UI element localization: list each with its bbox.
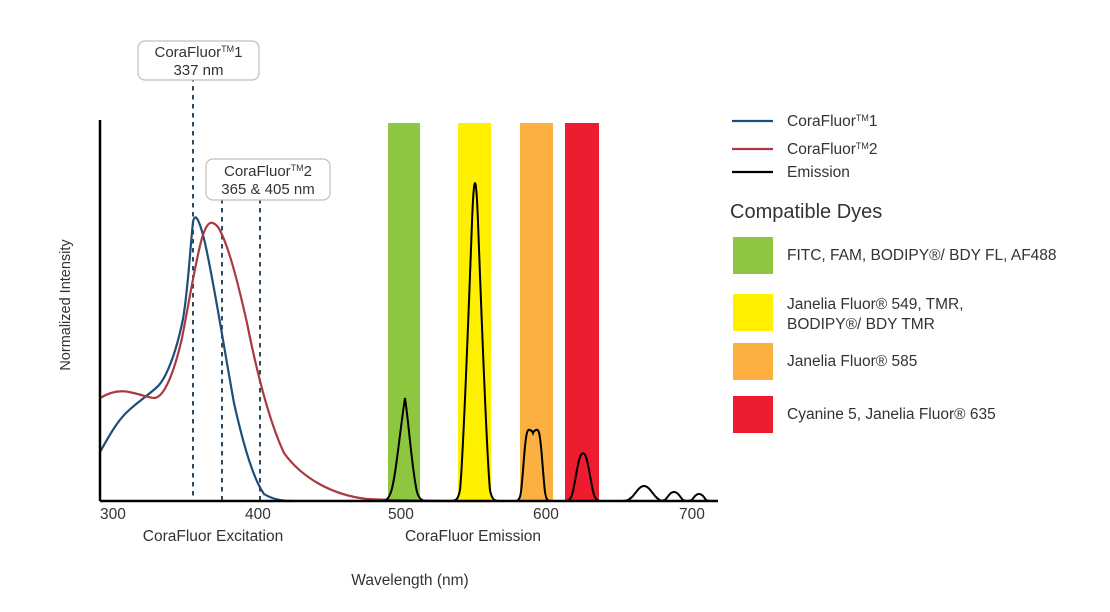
svg-text:Janelia Fluor® 549, TMR,: Janelia Fluor® 549, TMR, [787, 296, 964, 313]
svg-text:CoraFluor Emission: CoraFluor Emission [405, 528, 541, 545]
svg-text:Emission: Emission [787, 164, 850, 181]
svg-text:365 & 405 nm: 365 & 405 nm [221, 181, 314, 198]
svg-text:CoraFluor Excitation: CoraFluor Excitation [143, 528, 283, 545]
svg-text:Janelia Fluor® 585: Janelia Fluor® 585 [787, 353, 917, 370]
svg-text:CoraFluorTM1: CoraFluorTM1 [787, 113, 878, 130]
svg-text:CoraFluorTM2: CoraFluorTM2 [787, 141, 878, 158]
svg-text:500: 500 [388, 506, 414, 523]
svg-text:300: 300 [100, 506, 126, 523]
svg-text:BODIPY®/ BDY TMR: BODIPY®/ BDY TMR [787, 316, 935, 333]
svg-text:Normalized Intensity: Normalized Intensity [58, 239, 74, 371]
svg-text:400: 400 [245, 506, 271, 523]
svg-text:Wavelength (nm): Wavelength (nm) [351, 572, 468, 589]
svg-text:FITC, FAM, BODIPY®/ BDY FL, AF: FITC, FAM, BODIPY®/ BDY FL, AF488 [787, 247, 1057, 264]
svg-text:600: 600 [533, 506, 559, 523]
svg-text:Compatible Dyes: Compatible Dyes [730, 201, 882, 223]
svg-text:700: 700 [679, 506, 705, 523]
svg-text:Cyanine 5, Janelia Fluor® 635: Cyanine 5, Janelia Fluor® 635 [787, 406, 996, 423]
svg-text:337 nm: 337 nm [173, 62, 223, 79]
